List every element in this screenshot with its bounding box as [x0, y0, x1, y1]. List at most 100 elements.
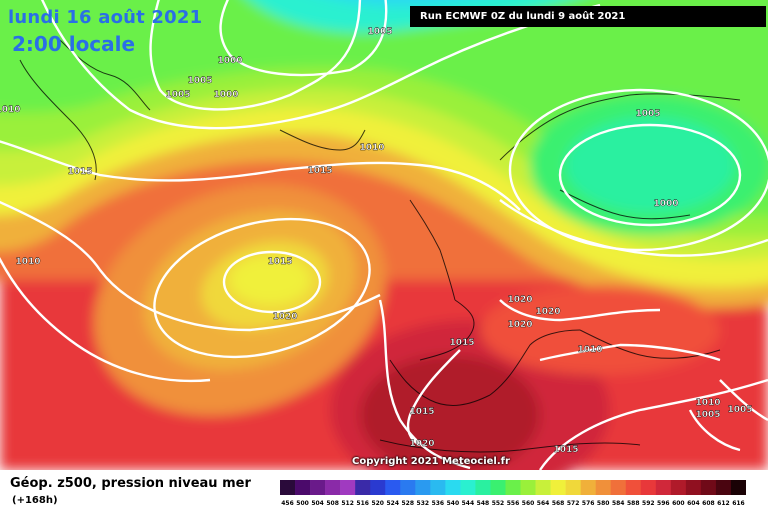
forecast-lead: (+168h): [12, 495, 58, 506]
scale-value: 532: [417, 500, 430, 507]
scale-swatch: [430, 480, 446, 495]
scale-value: 604: [687, 500, 700, 507]
scale-value: 508: [326, 500, 339, 507]
isobar-label: 1005: [187, 76, 212, 86]
scale-value: 616: [732, 500, 745, 507]
isobar-label: 1000: [217, 56, 242, 66]
scale-value: 556: [507, 500, 520, 507]
isobar-label: 1010: [0, 105, 21, 115]
scale-swatch: [445, 480, 461, 495]
scale-value: 540: [447, 500, 460, 507]
scale-swatch: [595, 480, 612, 495]
scale-value: 528: [402, 500, 415, 507]
scale-swatch: [730, 480, 746, 495]
scale-value: 608: [702, 500, 715, 507]
isobar-label: 1005: [367, 27, 392, 37]
legend-footer: Géop. z500, pression niveau mer (+168h) …: [0, 470, 768, 512]
isobar-label: 1020: [535, 307, 560, 317]
scale-swatch: [355, 480, 371, 495]
scale-swatch: [385, 480, 401, 495]
isobar-label: 1020: [272, 312, 297, 322]
isobar-label: 1020: [507, 320, 532, 330]
scale-swatch: [415, 480, 431, 495]
scale-value: 548: [477, 500, 490, 507]
scale-value: 524: [386, 500, 399, 507]
isobar-label: 1005: [695, 410, 720, 420]
scale-value: 600: [672, 500, 685, 507]
isobar-label: 1010: [577, 345, 602, 355]
scale-swatch: [610, 480, 627, 495]
scale-swatch: [310, 480, 326, 495]
scale-swatch: [520, 480, 536, 495]
scale-swatch: [565, 480, 581, 495]
isobar-label: 1005: [635, 109, 660, 119]
isobar-label: 1015: [267, 257, 292, 267]
scale-swatch: [400, 480, 416, 495]
scale-swatch: [685, 480, 702, 495]
isobar-label: 1010: [695, 398, 720, 408]
scale-swatch: [295, 480, 311, 495]
scale-value: 504: [311, 500, 324, 507]
scale-value: 552: [492, 500, 505, 507]
isobar-label: 1015: [449, 338, 474, 348]
scale-value: 596: [657, 500, 670, 507]
scale-swatch: [550, 480, 566, 495]
isobar-label: 1015: [409, 407, 434, 417]
scale-swatch: [625, 480, 642, 495]
scale-value: 576: [582, 500, 595, 507]
scale-swatch: [700, 480, 717, 495]
scale-swatch: [460, 480, 476, 495]
copyright: Copyright 2021 Meteociel.fr: [352, 456, 510, 467]
scale-value: 612: [717, 500, 730, 507]
run-info: Run ECMWF 0Z du lundi 9 août 2021: [410, 6, 766, 27]
isobar-label: 1020: [507, 295, 532, 305]
isobar-label: 1005: [727, 405, 752, 415]
isobar-label: 1000: [213, 90, 238, 100]
scale-value: 520: [371, 500, 384, 507]
scale-swatch: [505, 480, 521, 495]
isobar-label: 1015: [67, 167, 92, 177]
scale-swatch: [475, 480, 491, 495]
isobar-label: 1015: [553, 445, 578, 455]
scale-value: 584: [612, 500, 625, 507]
scale-value: 512: [341, 500, 354, 507]
forecast-time: 2:00 locale: [12, 32, 136, 56]
scale-value: 500: [296, 500, 309, 507]
forecast-date: lundi 16 août 2021: [8, 7, 203, 28]
scale-value: 544: [462, 500, 475, 507]
scale-swatch: [715, 480, 732, 495]
scale-swatch: [490, 480, 506, 495]
isobar-label: 1010: [359, 143, 384, 153]
scale-value: 564: [537, 500, 550, 507]
scale-swatch: [580, 480, 596, 495]
scale-value: 456: [281, 500, 294, 507]
scale-value: 568: [552, 500, 565, 507]
scale-swatch: [280, 480, 296, 495]
isobar-label: 1000: [653, 199, 678, 209]
isobar-label: 1015: [307, 166, 332, 176]
isobar-label: 1020: [409, 439, 434, 449]
scale-swatch: [340, 480, 356, 495]
isobar-lines: [0, 0, 768, 470]
scale-swatch: [370, 480, 386, 495]
isobar-label: 1005: [165, 90, 190, 100]
coastlines: [19, 39, 741, 453]
scale-value: 560: [522, 500, 535, 507]
scale-swatch: [655, 480, 672, 495]
scale-swatch: [325, 480, 341, 495]
color-scale: 456 500 504 508 512 516 520 524 528 532 536 540 544 5…: [280, 480, 746, 507]
legend-title: Géop. z500, pression niveau mer: [10, 476, 251, 491]
isobar-labels: 1005100010051005100010101010101510151005…: [0, 27, 753, 455]
geopotential-map: 1005100010051005100010101010101510151005…: [0, 0, 768, 470]
scale-value: 572: [567, 500, 580, 507]
scale-value: 536: [432, 500, 445, 507]
scale-value: 588: [627, 500, 640, 507]
scale-value: 580: [597, 500, 610, 507]
scale-swatch: [670, 480, 687, 495]
isobar-label: 1010: [15, 257, 40, 267]
geopotential-fill: [0, 0, 768, 470]
scale-value: 516: [356, 500, 369, 507]
scale-value: 592: [642, 500, 655, 507]
scale-swatch: [535, 480, 551, 495]
